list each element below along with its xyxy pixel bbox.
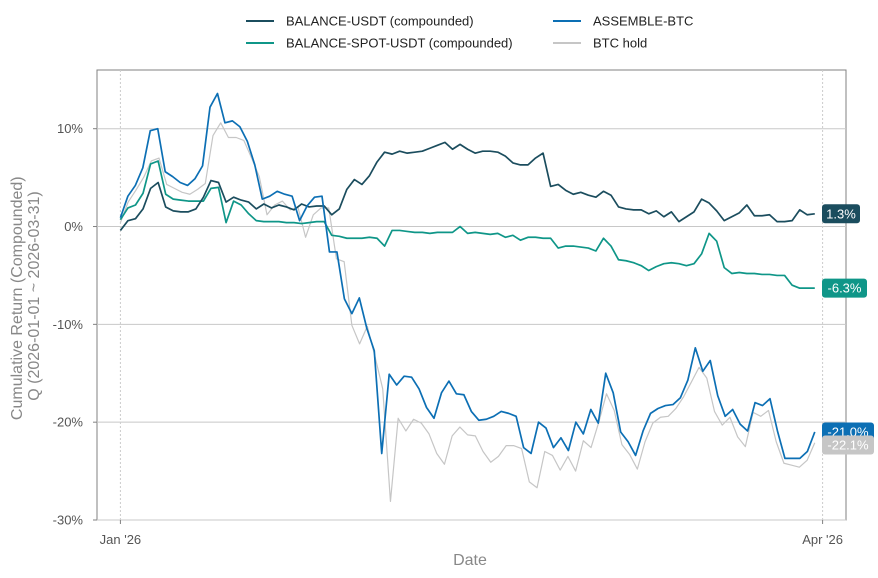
legend-label: BALANCE-SPOT-USDT (compounded) [286, 36, 513, 51]
x-axis-title: Date [453, 552, 487, 569]
y-axis-title-line-1: Cumulative Return (Compounded) [9, 176, 26, 420]
y-axis-title: Cumulative Return (Compounded) Q (2026-0… [9, 172, 43, 420]
y-tick-label: -30% [53, 513, 84, 528]
x-axis: Jan '26 Apr '26 [100, 520, 843, 547]
legend-item-3: ASSEMBLE-BTC [553, 14, 693, 29]
legend: BALANCE-USDT (compounded) BALANCE-SPOT-US… [246, 14, 693, 51]
x-tick-label: Apr '26 [802, 532, 843, 547]
legend-item-2: BALANCE-SPOT-USDT (compounded) [246, 36, 513, 51]
series-line-4 [119, 122, 816, 503]
y-tick-label: -10% [53, 317, 84, 332]
end-label-text: 1.3% [826, 206, 856, 221]
series-layer [119, 92, 816, 503]
series-line-2 [119, 160, 815, 289]
y-tick-label: -20% [53, 415, 84, 430]
end-label-badge [822, 435, 874, 455]
x-tick-label: Jan '26 [100, 532, 142, 547]
legend-label: ASSEMBLE-BTC [593, 14, 693, 29]
end-label-1: 1.3% [822, 204, 860, 224]
series-line-3 [119, 92, 816, 460]
end-label-badge [822, 278, 867, 298]
end-label-text: -6.3% [828, 281, 862, 296]
legend-label: BALANCE-USDT (compounded) [286, 14, 474, 29]
y-axis-title-line-2: Q (2026-01-01 ~ 2026-03-31) [26, 191, 43, 400]
series-line-1 [119, 141, 815, 231]
plot-area [96, 69, 847, 521]
end-labels: 1.3%-6.3%-21.0%-22.1% [822, 204, 874, 455]
end-label-text: -22.1% [827, 437, 869, 452]
y-tick-label: 0% [64, 219, 83, 234]
legend-item-1: BALANCE-USDT (compounded) [246, 14, 474, 29]
legend-item-4: BTC hold [553, 36, 647, 51]
end-label-4: -22.1% [822, 435, 874, 455]
grid [97, 70, 846, 521]
end-label-2: -6.3% [822, 278, 867, 298]
legend-label: BTC hold [593, 36, 647, 51]
y-tick-label: 10% [57, 121, 83, 136]
end-label-badge [822, 204, 860, 224]
y-axis: -30% -20% -10% 0% 10% [53, 121, 97, 528]
